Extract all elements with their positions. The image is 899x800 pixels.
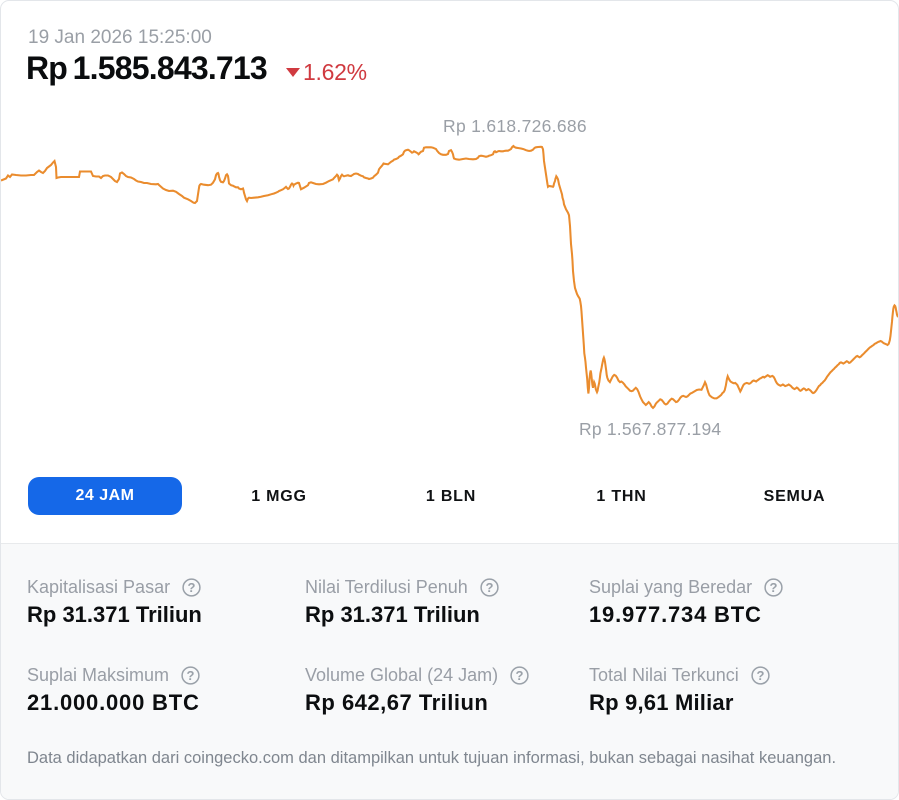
svg-text:?: ? bbox=[770, 580, 778, 595]
svg-text:?: ? bbox=[516, 668, 524, 683]
svg-text:?: ? bbox=[485, 580, 493, 595]
svg-text:?: ? bbox=[756, 668, 764, 683]
svg-text:?: ? bbox=[187, 668, 195, 683]
svg-text:?: ? bbox=[188, 580, 196, 595]
